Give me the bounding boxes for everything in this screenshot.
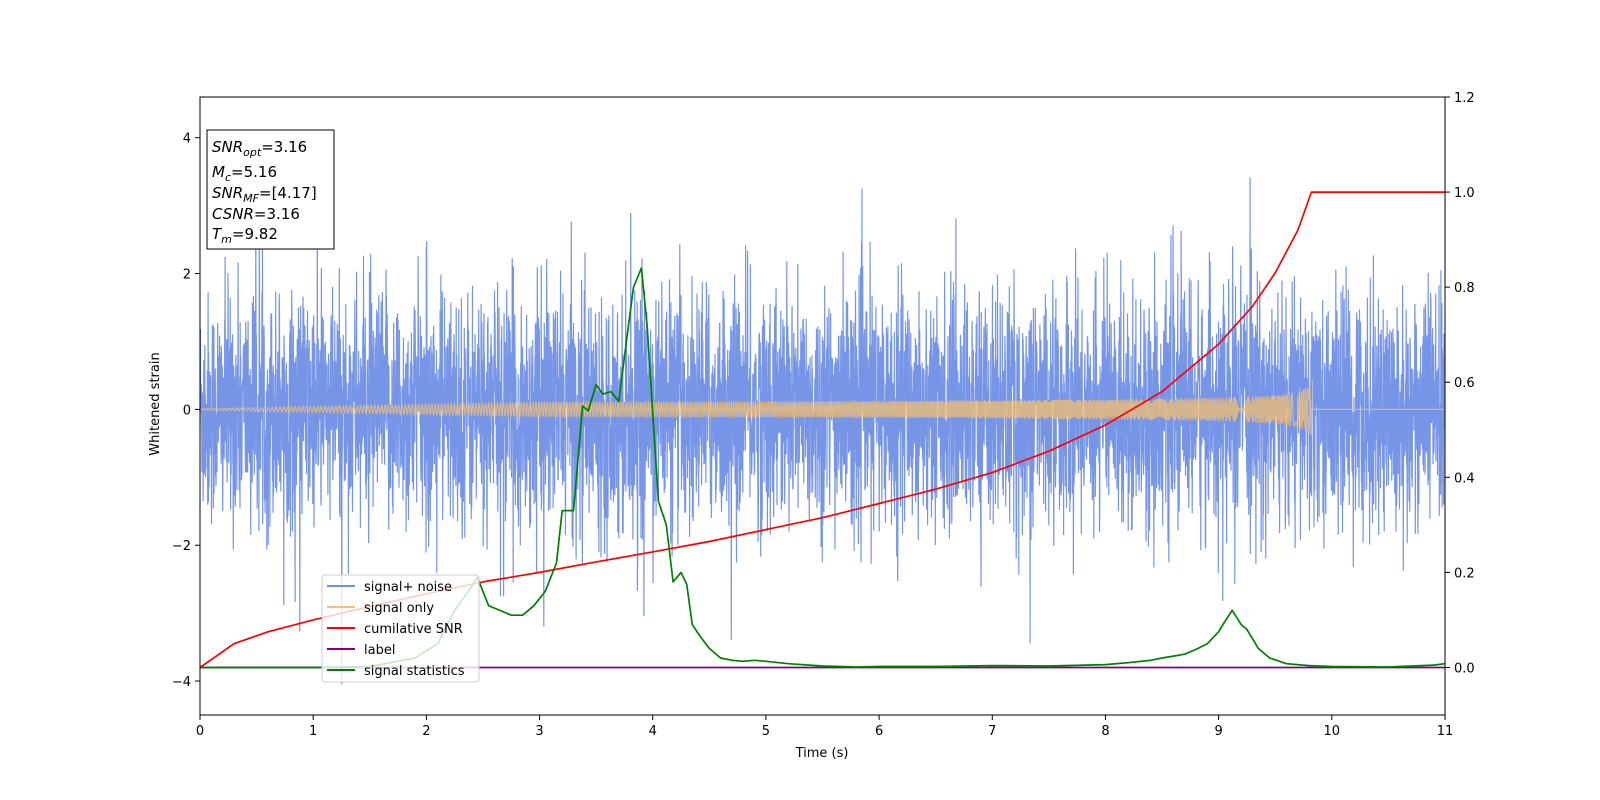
x-tick-label: 4 [649, 724, 657, 739]
legend: signal+ noise signal only cumilative SNR… [321, 574, 480, 683]
info-snr-opt: SNRopt=3.16 [212, 138, 307, 159]
y-tick-label: 4 [183, 132, 191, 147]
y2-tick-label: 0.2 [1454, 566, 1475, 581]
legend-frame [321, 574, 480, 683]
info-box-frame [206, 129, 335, 250]
y-tick-label: −4 [172, 675, 191, 690]
y-tick-label: −2 [172, 539, 191, 554]
y2-tick-label: 1.0 [1454, 186, 1475, 201]
tick-layer: 0 1 2 3 4 5 6 7 8 9 10 11 4 2 0 −2 −4 1.2 1.0 0.8 0.6 0.4 0.2 0… [172, 91, 1475, 739]
plot-frame [199, 96, 1446, 716]
x-tick-label: 10 [1324, 724, 1341, 739]
info-mc: Mc=5.16 [212, 163, 277, 184]
x-tick-label: 3 [535, 724, 543, 739]
legend-label-signal-only: signal only [364, 601, 434, 616]
x-tick-label: 6 [875, 724, 883, 739]
series-line-signal-plus-noise [200, 177, 1445, 685]
x-tick-label: 9 [1214, 724, 1222, 739]
y2-tick-label: 0.6 [1454, 376, 1475, 391]
x-tick-label: 1 [309, 724, 317, 739]
plot-border [199, 96, 1446, 716]
legend-label-label: label [364, 643, 395, 658]
y2-tick-label: 0.4 [1454, 471, 1475, 486]
x-tick-label: 5 [762, 724, 770, 739]
y2-tick-label: 0.0 [1454, 661, 1475, 676]
y-tick-label: 0 [183, 403, 191, 418]
legend-label-signal-statistics: signal statistics [364, 664, 465, 679]
y-axis-label: Whitened strain [148, 352, 163, 455]
info-snr-mf: SNRMF=[4.17] [212, 184, 317, 205]
x-tick-label: 7 [988, 724, 996, 739]
info-tm: Tm=9.82 [212, 225, 278, 246]
info-csnr: CSNR=3.16 [212, 205, 300, 223]
legend-label-cumulative-snr: cumilative SNR [364, 622, 463, 637]
x-tick-label: 8 [1101, 724, 1109, 739]
series-line-signal-only [199, 385, 1445, 436]
y-tick-label: 2 [183, 268, 191, 283]
series-signal-only [199, 385, 1445, 436]
x-axis-label: Time (s) [795, 746, 849, 761]
series-line-signal-statistics [200, 267, 1446, 669]
x-tick-label: 2 [422, 724, 430, 739]
legend-label-signal-plus-noise: signal+ noise [364, 580, 452, 595]
x-tick-label: 0 [196, 724, 204, 739]
y2-tick-label: 0.8 [1454, 281, 1475, 296]
y2-tick-label: 1.2 [1454, 91, 1475, 106]
series-signal-plus-noise [200, 177, 1445, 685]
x-tick-label: 11 [1437, 724, 1454, 739]
info-box: SNRopt=3.16 Mc=5.16 SNRMF=[4.17] CSNR=3.… [206, 129, 335, 250]
